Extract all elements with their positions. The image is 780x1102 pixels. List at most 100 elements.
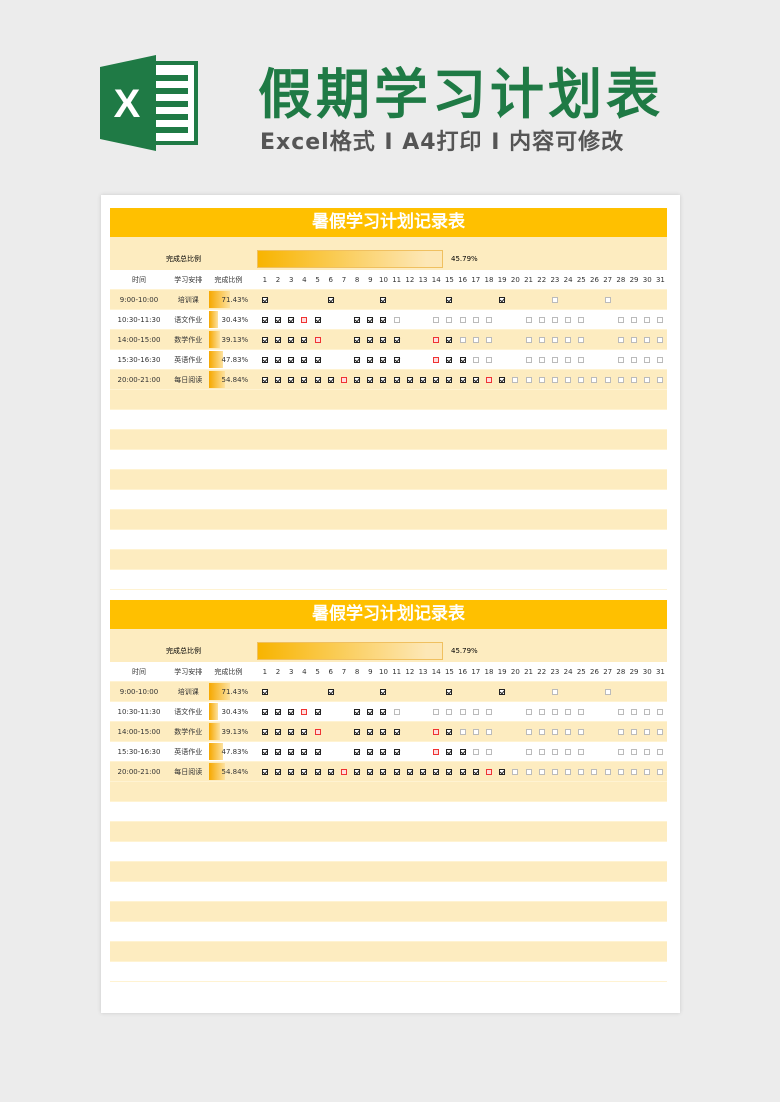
day-cell[interactable] [285, 708, 298, 715]
unchecked-box-icon[interactable] [459, 336, 466, 343]
unchecked-box-icon[interactable] [644, 376, 651, 383]
unchecked-box-icon[interactable] [525, 356, 532, 363]
day-cell[interactable] [456, 768, 469, 775]
missed-box-icon[interactable] [340, 768, 347, 775]
unchecked-box-icon[interactable] [644, 336, 651, 343]
unchecked-box-icon[interactable] [565, 748, 572, 755]
day-cell[interactable] [614, 768, 627, 775]
day-cell[interactable] [627, 728, 640, 735]
missed-box-icon[interactable] [485, 768, 492, 775]
day-cell[interactable] [548, 708, 561, 715]
unchecked-box-icon[interactable] [657, 708, 664, 715]
day-cell[interactable] [430, 376, 443, 383]
day-cell[interactable] [469, 768, 482, 775]
day-cell[interactable] [614, 356, 627, 363]
checked-box-icon[interactable] [327, 688, 334, 695]
day-cell[interactable] [496, 688, 509, 695]
day-cell[interactable] [641, 748, 654, 755]
unchecked-box-icon[interactable] [551, 708, 558, 715]
day-cell[interactable] [627, 336, 640, 343]
checked-box-icon[interactable] [499, 768, 506, 775]
day-cell[interactable] [311, 356, 324, 363]
checked-box-icon[interactable] [261, 688, 268, 695]
unchecked-box-icon[interactable] [657, 768, 664, 775]
day-cell[interactable] [430, 728, 443, 735]
unchecked-box-icon[interactable] [485, 336, 492, 343]
day-cell[interactable] [654, 768, 667, 775]
day-cell[interactable] [469, 376, 482, 383]
unchecked-box-icon[interactable] [565, 376, 572, 383]
day-cell[interactable] [562, 748, 575, 755]
unchecked-box-icon[interactable] [472, 708, 479, 715]
day-cell[interactable] [258, 728, 271, 735]
unchecked-box-icon[interactable] [631, 316, 638, 323]
day-cell[interactable] [351, 356, 364, 363]
checked-box-icon[interactable] [380, 296, 387, 303]
day-cell[interactable] [258, 356, 271, 363]
unchecked-box-icon[interactable] [485, 708, 492, 715]
day-cell[interactable] [443, 748, 456, 755]
day-cell[interactable] [654, 748, 667, 755]
day-cell[interactable] [469, 356, 482, 363]
day-cell[interactable] [614, 336, 627, 343]
unchecked-box-icon[interactable] [631, 336, 638, 343]
unchecked-box-icon[interactable] [578, 336, 585, 343]
unchecked-box-icon[interactable] [631, 356, 638, 363]
day-cell[interactable] [614, 376, 627, 383]
checked-box-icon[interactable] [261, 356, 268, 363]
checked-box-icon[interactable] [261, 336, 268, 343]
unchecked-box-icon[interactable] [578, 708, 585, 715]
day-cell[interactable] [548, 356, 561, 363]
day-cell[interactable] [535, 748, 548, 755]
checked-box-icon[interactable] [261, 768, 268, 775]
day-cell[interactable] [271, 708, 284, 715]
checked-box-icon[interactable] [406, 768, 413, 775]
day-cell[interactable] [654, 336, 667, 343]
day-cell[interactable] [509, 768, 522, 775]
day-cell[interactable] [548, 376, 561, 383]
day-cell[interactable] [430, 748, 443, 755]
day-cell[interactable] [271, 748, 284, 755]
day-cell[interactable] [390, 748, 403, 755]
day-cell[interactable] [377, 708, 390, 715]
day-cell[interactable] [258, 708, 271, 715]
day-cell[interactable] [548, 768, 561, 775]
day-cell[interactable] [482, 728, 495, 735]
checked-box-icon[interactable] [354, 336, 361, 343]
missed-box-icon[interactable] [301, 316, 308, 323]
unchecked-box-icon[interactable] [485, 728, 492, 735]
unchecked-box-icon[interactable] [578, 376, 585, 383]
unchecked-box-icon[interactable] [657, 748, 664, 755]
day-cell[interactable] [562, 708, 575, 715]
day-cell[interactable] [271, 768, 284, 775]
day-cell[interactable] [258, 296, 271, 303]
missed-box-icon[interactable] [433, 336, 440, 343]
day-cell[interactable] [562, 356, 575, 363]
unchecked-box-icon[interactable] [631, 748, 638, 755]
day-cell[interactable] [575, 336, 588, 343]
checked-box-icon[interactable] [301, 748, 308, 755]
unchecked-box-icon[interactable] [538, 356, 545, 363]
missed-box-icon[interactable] [314, 728, 321, 735]
day-cell[interactable] [390, 376, 403, 383]
day-cell[interactable] [535, 316, 548, 323]
unchecked-box-icon[interactable] [657, 376, 664, 383]
day-cell[interactable] [285, 356, 298, 363]
checked-box-icon[interactable] [314, 376, 321, 383]
day-cell[interactable] [469, 708, 482, 715]
day-cell[interactable] [351, 768, 364, 775]
day-cell[interactable] [575, 376, 588, 383]
day-cell[interactable] [403, 768, 416, 775]
checked-box-icon[interactable] [380, 728, 387, 735]
missed-box-icon[interactable] [433, 728, 440, 735]
day-cell[interactable] [258, 316, 271, 323]
unchecked-box-icon[interactable] [617, 708, 624, 715]
checked-box-icon[interactable] [274, 728, 281, 735]
day-cell[interactable] [430, 356, 443, 363]
day-cell[interactable] [548, 688, 561, 695]
day-cell[interactable] [509, 376, 522, 383]
day-cell[interactable] [258, 336, 271, 343]
unchecked-box-icon[interactable] [591, 768, 598, 775]
checked-box-icon[interactable] [274, 336, 281, 343]
checked-box-icon[interactable] [274, 748, 281, 755]
